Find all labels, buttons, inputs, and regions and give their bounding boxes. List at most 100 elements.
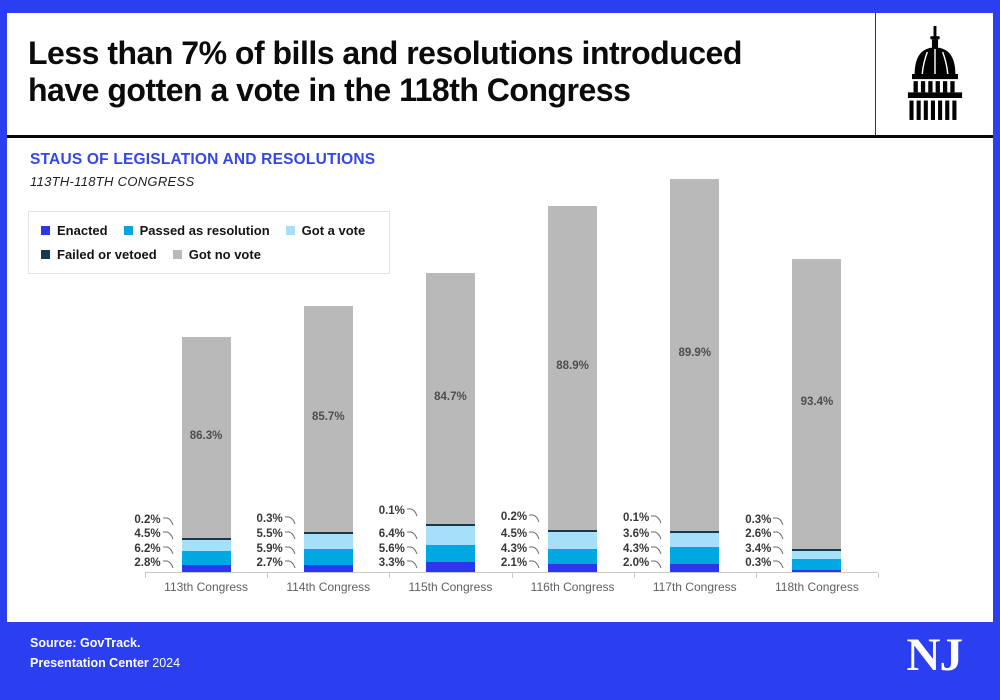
footer-credit: Presentation Center 2024 bbox=[30, 656, 180, 670]
segment-enacted bbox=[792, 569, 842, 572]
value-text: 4.5% bbox=[134, 528, 161, 540]
segment-enacted bbox=[181, 565, 231, 572]
leader-line bbox=[773, 517, 784, 525]
nj-logo: NJ bbox=[906, 629, 963, 681]
value-label-got-no-vote: 93.4% bbox=[800, 396, 834, 409]
bar-117th-congress: 89.9% bbox=[670, 179, 720, 572]
footer: Source: GovTrack. Presentation Center 20… bbox=[0, 622, 1000, 700]
value-label-enacted: 2.0% bbox=[600, 556, 662, 569]
legend-item-got-a-vote: Got a vote bbox=[285, 220, 366, 241]
chart-panel: STAUS OF LEGISLATION AND RESOLUTIONS 113… bbox=[7, 138, 993, 622]
value-text: 2.0% bbox=[623, 557, 650, 569]
segment-failed-or-vetoed bbox=[548, 530, 598, 533]
value-label-got-no-vote: 86.3% bbox=[189, 429, 223, 442]
legend-swatch bbox=[172, 250, 182, 259]
value-text: 3.4% bbox=[745, 542, 772, 555]
legend-swatch bbox=[41, 250, 50, 259]
legend-label: Failed or vetoed bbox=[57, 247, 157, 262]
value-label-failed-or-vetoed: 0.1% bbox=[356, 504, 418, 517]
value-text: 4.5% bbox=[500, 528, 528, 540]
bar-115th-congress: 84.7% bbox=[425, 273, 475, 572]
value-label-enacted: 3.3% bbox=[356, 556, 418, 569]
legend-item-enacted: Enacted bbox=[41, 220, 108, 241]
page-title: Less than 7% of bills and resolutions in… bbox=[28, 35, 742, 109]
value-label-failed-or-vetoed: 0.1% bbox=[600, 511, 662, 524]
leader-line bbox=[773, 546, 784, 554]
x-label-117th-congress: 117th Congress bbox=[652, 580, 737, 594]
leader-line bbox=[406, 560, 418, 569]
legend-item-got-no-vote: Got no vote bbox=[172, 244, 261, 265]
value-label-enacted: 2.1% bbox=[478, 556, 540, 569]
value-label-got-no-vote: 84.7% bbox=[434, 390, 467, 403]
value-label-failed-or-vetoed: 0.2% bbox=[478, 510, 540, 523]
value-label-failed-or-vetoed: 0.2% bbox=[112, 513, 174, 526]
leader-line bbox=[162, 560, 174, 569]
logo-cell bbox=[876, 13, 993, 135]
value-label-enacted: 0.3% bbox=[722, 556, 784, 569]
leader-line bbox=[529, 514, 540, 523]
leader-line bbox=[284, 546, 296, 554]
segment-failed-or-vetoed bbox=[670, 531, 720, 534]
x-label-116th-congress: 116th Congress bbox=[530, 580, 615, 594]
x-axis-tick bbox=[633, 573, 635, 578]
value-label-enacted: 2.7% bbox=[234, 556, 296, 569]
value-label-passed-as-resolution: 5.6% bbox=[356, 542, 418, 555]
bar-114th-congress: 85.7% bbox=[303, 306, 353, 572]
value-text: 2.8% bbox=[134, 557, 161, 569]
leader-line bbox=[529, 546, 540, 554]
segment-failed-or-vetoed bbox=[425, 524, 475, 527]
value-label-got-a-vote: 4.5% bbox=[112, 527, 174, 540]
segment-passed-as-resolution bbox=[792, 559, 842, 570]
value-text: 6.4% bbox=[378, 528, 405, 540]
legend-item-passed-as-resolution: Passed as resolution bbox=[123, 220, 270, 241]
leader-line bbox=[284, 516, 296, 525]
value-label-got-a-vote: 4.5% bbox=[478, 527, 540, 540]
segment-got-no-vote bbox=[792, 259, 842, 550]
value-text: 3.3% bbox=[378, 557, 405, 569]
page-title-line2: have gotten a vote in the 118th Congress bbox=[28, 72, 631, 108]
value-text: 5.6% bbox=[378, 542, 405, 555]
segment-got-no-vote bbox=[181, 337, 231, 539]
segment-failed-or-vetoed bbox=[792, 549, 842, 552]
segment-enacted bbox=[548, 564, 598, 572]
bar-118th-congress: 93.4% bbox=[792, 259, 842, 572]
value-label-enacted: 2.8% bbox=[112, 556, 174, 569]
legend-swatch bbox=[123, 226, 133, 235]
leader-line bbox=[651, 531, 662, 540]
segment-passed-as-resolution bbox=[181, 550, 231, 566]
segment-passed-as-resolution bbox=[425, 545, 475, 563]
chart-canvas: 86.3% 0.2% 4.5% 6.2% 2.8% 113th Congress 85.7%… bbox=[7, 138, 993, 622]
leader-line bbox=[162, 517, 174, 525]
value-label-got-no-vote: 88.9% bbox=[556, 360, 589, 373]
x-label-114th-congress: 114th Congress bbox=[286, 580, 371, 594]
legend-label: Got a vote bbox=[301, 223, 366, 238]
segment-got-a-vote bbox=[425, 526, 475, 546]
segment-got-no-vote bbox=[548, 206, 598, 531]
value-label-passed-as-resolution: 3.4% bbox=[722, 542, 784, 555]
segment-failed-or-vetoed bbox=[181, 538, 231, 541]
value-text: 0.1% bbox=[378, 505, 405, 518]
x-axis-tick bbox=[145, 573, 146, 578]
segment-passed-as-resolution bbox=[670, 547, 720, 565]
segment-got-no-vote bbox=[303, 306, 353, 533]
legend-label: Got no vote bbox=[188, 247, 261, 262]
value-label-passed-as-resolution: 5.9% bbox=[234, 542, 296, 555]
value-text: 0.3% bbox=[745, 557, 772, 569]
x-label-118th-congress: 118th Congress bbox=[774, 580, 859, 594]
value-label-passed-as-resolution: 6.2% bbox=[112, 542, 174, 555]
value-text: 4.3% bbox=[500, 542, 528, 555]
leader-line bbox=[651, 560, 662, 569]
x-axis-tick bbox=[755, 573, 757, 578]
segment-got-a-vote bbox=[670, 533, 720, 548]
footer-credit-bold: Presentation Center bbox=[30, 656, 149, 670]
value-text: 2.6% bbox=[745, 528, 772, 540]
leader-line bbox=[651, 546, 662, 554]
legend-swatch bbox=[285, 226, 295, 235]
x-label-115th-congress: 115th Congress bbox=[408, 580, 493, 594]
value-label-got-a-vote: 3.6% bbox=[600, 527, 662, 540]
leader-line bbox=[284, 531, 296, 540]
chart-heading: STAUS OF LEGISLATION AND RESOLUTIONS bbox=[30, 151, 376, 168]
legend-swatch bbox=[41, 226, 50, 235]
value-label-got-no-vote: 85.7% bbox=[311, 411, 345, 424]
